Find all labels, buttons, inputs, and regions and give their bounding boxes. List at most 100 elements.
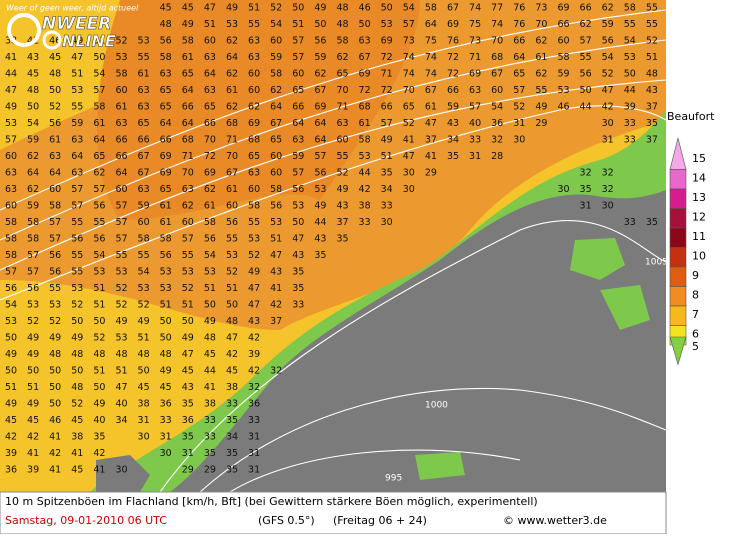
grid-value: 48 xyxy=(115,349,127,360)
grid-value: 58 xyxy=(160,234,172,245)
grid-value: 73 xyxy=(469,36,481,47)
grid-value: 39 xyxy=(624,102,636,113)
grid-value: 65 xyxy=(513,69,525,80)
grid-value: 60 xyxy=(182,217,194,228)
legend: Beaufort 15 14 13 12 11 10 9 8 7 65 xyxy=(667,110,715,366)
grid-value: 64 xyxy=(182,85,194,96)
grid-value: 50 xyxy=(226,300,238,311)
grid-value: 56 xyxy=(204,234,216,245)
grid-value: 38 xyxy=(204,399,216,410)
grid-value: 58 xyxy=(27,217,39,228)
grid-value: 41 xyxy=(403,135,415,146)
grid-value: 51 xyxy=(292,19,304,30)
grid-value: 55 xyxy=(71,102,83,113)
grid-value: 53 xyxy=(270,217,282,228)
grid-value: 68 xyxy=(226,118,238,129)
grid-value: 68 xyxy=(491,52,503,63)
legend-swatch xyxy=(669,227,687,248)
value-grid: 45 45 47 49 51 52 50 49 48 46 50 54 58 67 74 77 76 73 69 66… xyxy=(5,3,658,476)
grid-value: 48 xyxy=(226,316,238,327)
grid-value: 51 xyxy=(646,52,658,63)
grid-value: 63 xyxy=(248,168,260,179)
grid-value: 66 xyxy=(381,102,393,113)
grid-value: 30 xyxy=(381,217,393,228)
footer-date: Samstag, 09-01-2010 06 UTC xyxy=(5,514,167,527)
grid-value: 52 xyxy=(602,69,614,80)
grid-value: 71 xyxy=(182,151,194,162)
grid-value: 57 xyxy=(115,234,127,245)
grid-value: 70 xyxy=(535,19,547,30)
grid-value: 35 xyxy=(336,234,348,245)
legend-label: 15 xyxy=(692,152,706,165)
grid-value: 48 xyxy=(49,69,61,80)
grid-value: 30 xyxy=(403,168,415,179)
grid-value: 58 xyxy=(248,201,260,212)
grid-value: 56 xyxy=(5,283,17,294)
grid-value: 56 xyxy=(602,36,614,47)
grid-value: 43 xyxy=(646,85,658,96)
grid-value: 64 xyxy=(270,102,282,113)
legend-swatch xyxy=(669,188,687,209)
grid-value: 45 xyxy=(71,465,83,476)
grid-value: 45 xyxy=(182,3,194,14)
grid-value: 52 xyxy=(49,316,61,327)
logo-o xyxy=(7,13,41,47)
grid-value: 32 xyxy=(270,366,282,377)
grid-value: 44 xyxy=(359,168,371,179)
grid-value: 35 xyxy=(292,267,304,278)
grid-value: 74 xyxy=(425,69,437,80)
grid-value: 67 xyxy=(359,52,371,63)
grid-value: 72 xyxy=(381,85,393,96)
grid-value: 70 xyxy=(336,85,348,96)
grid-value: 60 xyxy=(5,201,17,212)
grid-value: 46 xyxy=(49,36,61,47)
grid-value: 49 xyxy=(27,399,39,410)
grid-value: 40 xyxy=(115,399,127,410)
grid-value: 65 xyxy=(204,102,216,113)
footer: 10 m Spitzenböen im Flachland [km/h, Bft… xyxy=(0,491,667,535)
grid-value: 50 xyxy=(49,366,61,377)
grid-value: 66 xyxy=(204,118,216,129)
grid-value: 53 xyxy=(226,19,238,30)
grid-value: 35 xyxy=(646,118,658,129)
grid-value: 54 xyxy=(5,300,17,311)
grid-value: 74 xyxy=(403,52,415,63)
grid-value: 64 xyxy=(160,118,172,129)
grid-value: 68 xyxy=(248,135,260,146)
legend-swatch xyxy=(669,169,687,190)
grid-value: 50 xyxy=(49,85,61,96)
grid-value: 57 xyxy=(49,234,61,245)
grid-value: 45 xyxy=(226,366,238,377)
grid-value: 52 xyxy=(49,102,61,113)
grid-value: 38 xyxy=(359,201,371,212)
grid-value: 59 xyxy=(71,118,83,129)
grid-value: 60 xyxy=(270,151,282,162)
grid-value: 58 xyxy=(160,52,172,63)
grid-value: 60 xyxy=(336,135,348,146)
legend-label: 10 xyxy=(692,249,706,262)
grid-value: 64 xyxy=(93,135,105,146)
grid-value: 56 xyxy=(49,118,61,129)
grid-value: 76 xyxy=(513,19,525,30)
grid-value: 34 xyxy=(381,184,393,195)
grid-value: 35 xyxy=(447,151,459,162)
grid-value: 62 xyxy=(580,19,592,30)
grid-value: 35 xyxy=(580,184,592,195)
grid-value: 61 xyxy=(226,184,238,195)
legend-swatch xyxy=(669,336,687,366)
grid-value: 60 xyxy=(270,168,282,179)
grid-value: 33 xyxy=(160,415,172,426)
grid-value: 47 xyxy=(602,85,614,96)
grid-value: 64 xyxy=(292,118,304,129)
grid-value: 57 xyxy=(71,184,83,195)
grid-value: 72 xyxy=(204,151,216,162)
grid-value: 70 xyxy=(226,151,238,162)
grid-value: 29 xyxy=(535,118,547,129)
grid-value: 58 xyxy=(27,234,39,245)
grid-value: 51 xyxy=(204,19,216,30)
grid-value: 47 xyxy=(292,234,304,245)
grid-value: 52 xyxy=(71,399,83,410)
grid-value: 60 xyxy=(248,85,260,96)
